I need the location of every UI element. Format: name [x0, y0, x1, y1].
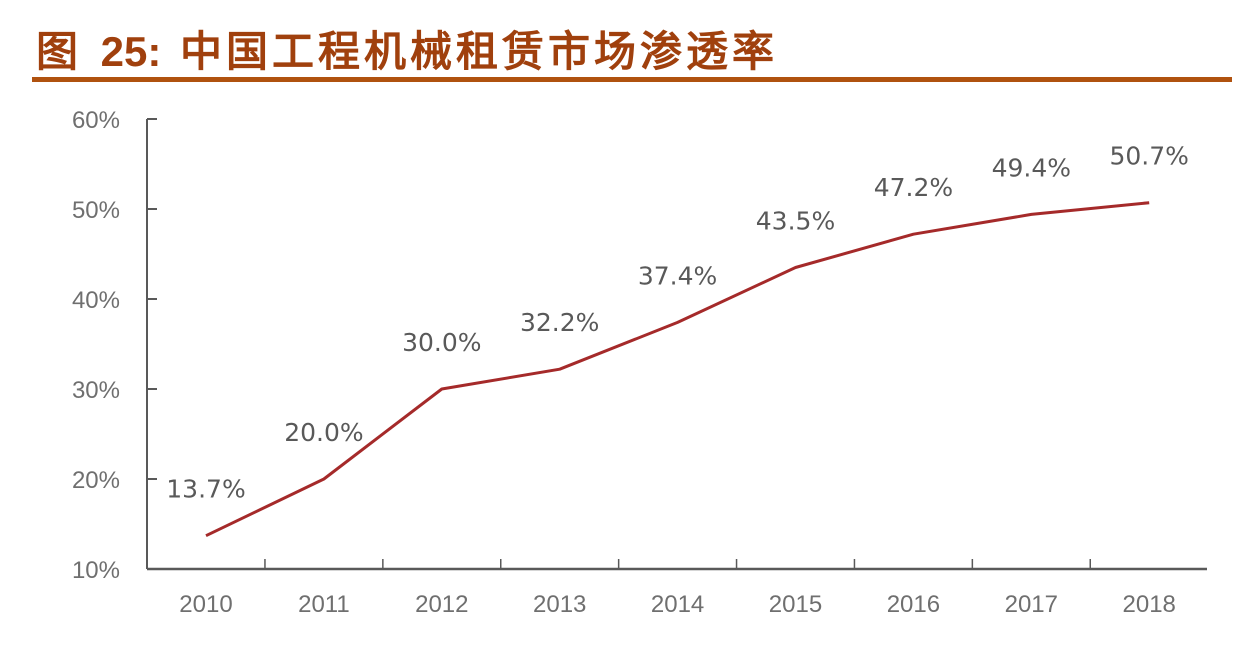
data-label: 47.2% — [874, 173, 953, 202]
data-label: 50.7% — [1109, 142, 1188, 171]
title-divider — [32, 77, 1232, 82]
y-tick-label: 30% — [72, 377, 120, 404]
figure-label: 图 — [36, 27, 83, 76]
figure-number: 25: — [100, 28, 162, 75]
y-tick-label: 50% — [72, 197, 120, 224]
series-line — [205, 201, 1150, 538]
data-label: 30.0% — [402, 328, 481, 357]
y-tick-label: 40% — [72, 287, 120, 314]
x-tick-label: 2014 — [651, 591, 704, 618]
data-labels: 13.7% 20.0% 30.0% 32.2% 37.4% 43.5% 47.2% 49.4%… — [166, 142, 1189, 504]
data-label: 13.7% — [166, 475, 245, 504]
y-tick-label: 20% — [72, 467, 120, 494]
x-tick-label: 2011 — [298, 591, 350, 618]
data-label: 43.5% — [756, 207, 835, 236]
x-tick-label: 2012 — [415, 591, 468, 618]
x-tick-label: 2013 — [533, 591, 586, 618]
data-label: 49.4% — [992, 153, 1071, 182]
data-series — [205, 201, 1150, 538]
data-label: 37.4% — [638, 261, 717, 290]
figure-title: 图 25: 中国工程机械租赁市场渗透率 — [36, 18, 778, 79]
y-tick-label: 60% — [72, 107, 120, 134]
x-tick-label: 2015 — [769, 591, 822, 618]
x-tick-label: 2018 — [1123, 591, 1176, 618]
x-tick-label: 2016 — [887, 591, 940, 618]
x-tick-label: 2017 — [1005, 591, 1058, 618]
data-label: 32.2% — [520, 308, 599, 337]
x-tick-label: 2010 — [179, 591, 232, 618]
data-label: 20.0% — [284, 418, 363, 447]
y-tick-label: 10% — [72, 557, 120, 584]
figure-title-text: 中国工程机械租赁市场渗透率 — [179, 27, 778, 76]
y-axis: 10% 20% 30% 40% 50% 60% — [72, 107, 157, 584]
x-axis: 2010 2011 2012 2013 2014 2015 2016 2017 2018 — [147, 559, 1207, 618]
